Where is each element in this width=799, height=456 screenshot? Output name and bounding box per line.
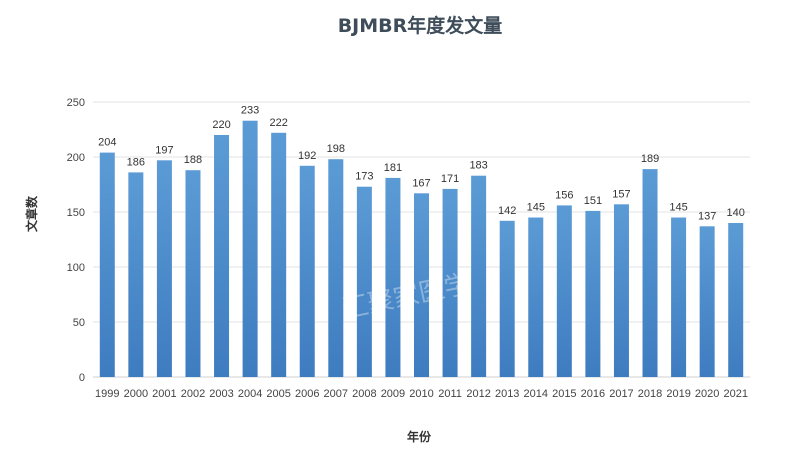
- x-tick-label-2014: 2014: [524, 388, 548, 400]
- bar-2013: [499, 220, 515, 377]
- bar-2006: [299, 165, 315, 377]
- data-label-2009: 181: [384, 162, 402, 174]
- data-label-2017: 157: [612, 188, 630, 200]
- y-tick-label: 250: [67, 97, 85, 109]
- y-tick-label: 100: [67, 262, 85, 274]
- data-label-2015: 156: [555, 189, 573, 201]
- data-label-2013: 142: [498, 205, 516, 217]
- bar-2010: [414, 193, 429, 377]
- bar-2017: [613, 204, 629, 377]
- data-label-2011: 171: [441, 173, 459, 185]
- bar-2008: [356, 186, 372, 377]
- data-label-2012: 183: [469, 160, 487, 172]
- data-label-2001: 197: [155, 144, 173, 156]
- data-label-2014: 145: [527, 202, 545, 214]
- bar-2011: [442, 188, 458, 377]
- x-tick-label-2012: 2012: [466, 388, 490, 400]
- x-tick-label-2005: 2005: [266, 388, 290, 400]
- bar-2021: [728, 223, 744, 377]
- bar-2000: [128, 172, 144, 377]
- x-tick-label-2021: 2021: [723, 388, 747, 400]
- y-tick-label: 0: [79, 372, 85, 384]
- data-label-2004: 233: [241, 105, 259, 117]
- data-label-2018: 189: [641, 153, 659, 165]
- x-tick-label-2000: 2000: [124, 388, 148, 400]
- y-tick-label: 50: [73, 317, 85, 329]
- data-labels: 204 186 197 188 220 233 222 192 198 173 181 167 171 1…: [98, 105, 745, 223]
- bar-2007: [328, 159, 344, 377]
- x-tick-label-1999: 1999: [95, 388, 119, 400]
- x-tick-label-2002: 2002: [181, 388, 205, 400]
- x-tick-label-2001: 2001: [152, 388, 176, 400]
- y-tick-label: 200: [67, 152, 85, 164]
- data-label-2008: 173: [355, 171, 373, 183]
- x-tick-label-2020: 2020: [695, 388, 719, 400]
- x-axis-title: 年份: [407, 429, 432, 444]
- data-label-1999: 204: [98, 137, 116, 149]
- x-tick-label-2017: 2017: [609, 388, 633, 400]
- data-label-2002: 188: [184, 154, 202, 166]
- bar-2014: [528, 217, 544, 377]
- y-axis-title: 文章数: [24, 195, 39, 232]
- x-tick-label-2019: 2019: [666, 388, 690, 400]
- bar-2015: [556, 205, 572, 377]
- x-tick-label-2008: 2008: [352, 388, 376, 400]
- bar-2020: [699, 226, 715, 377]
- x-axis-ticks: 1999 2000 2001 2002 2003 2004 2005 2006 2007 2008…: [95, 388, 748, 400]
- data-label-2005: 222: [269, 117, 287, 129]
- x-tick-label-2003: 2003: [209, 388, 233, 400]
- x-tick-label-2006: 2006: [295, 388, 319, 400]
- data-label-2019: 145: [669, 202, 687, 214]
- x-tick-label-2011: 2011: [438, 388, 462, 400]
- bar-2018: [642, 169, 658, 377]
- x-tick-label-2010: 2010: [409, 388, 433, 400]
- bar-1999: [99, 152, 115, 377]
- x-tick-label-2013: 2013: [495, 388, 519, 400]
- bar-2005: [271, 132, 287, 377]
- bar-2012: [471, 175, 487, 377]
- y-tick-label: 150: [67, 207, 85, 219]
- x-tick-label-2007: 2007: [324, 388, 348, 400]
- x-tick-label-2009: 2009: [381, 388, 405, 400]
- data-label-2021: 140: [727, 207, 745, 219]
- data-label-2000: 186: [127, 156, 145, 168]
- x-tick-label-2018: 2018: [638, 388, 662, 400]
- y-axis-ticks: 0 50 100 150 200 250: [67, 97, 85, 384]
- data-label-2016: 151: [584, 195, 602, 207]
- x-tick-label-2016: 2016: [581, 388, 605, 400]
- bar-2009: [385, 177, 401, 377]
- data-label-2020: 137: [698, 210, 716, 222]
- bar-2019: [671, 217, 687, 377]
- x-tick-label-2015: 2015: [552, 388, 576, 400]
- bars: [99, 120, 744, 377]
- bar-2004: [242, 120, 258, 377]
- data-label-2007: 198: [327, 143, 345, 155]
- bar-2003: [214, 135, 230, 377]
- data-label-2003: 220: [212, 119, 230, 131]
- data-label-2010: 167: [412, 177, 430, 189]
- bar-2002: [185, 170, 201, 377]
- bar-2016: [585, 210, 601, 377]
- x-tick-label-2004: 2004: [238, 388, 262, 400]
- chart-title: BJMBR年度发文量: [338, 14, 503, 37]
- bar-2001: [156, 160, 172, 377]
- data-label-2006: 192: [298, 150, 316, 162]
